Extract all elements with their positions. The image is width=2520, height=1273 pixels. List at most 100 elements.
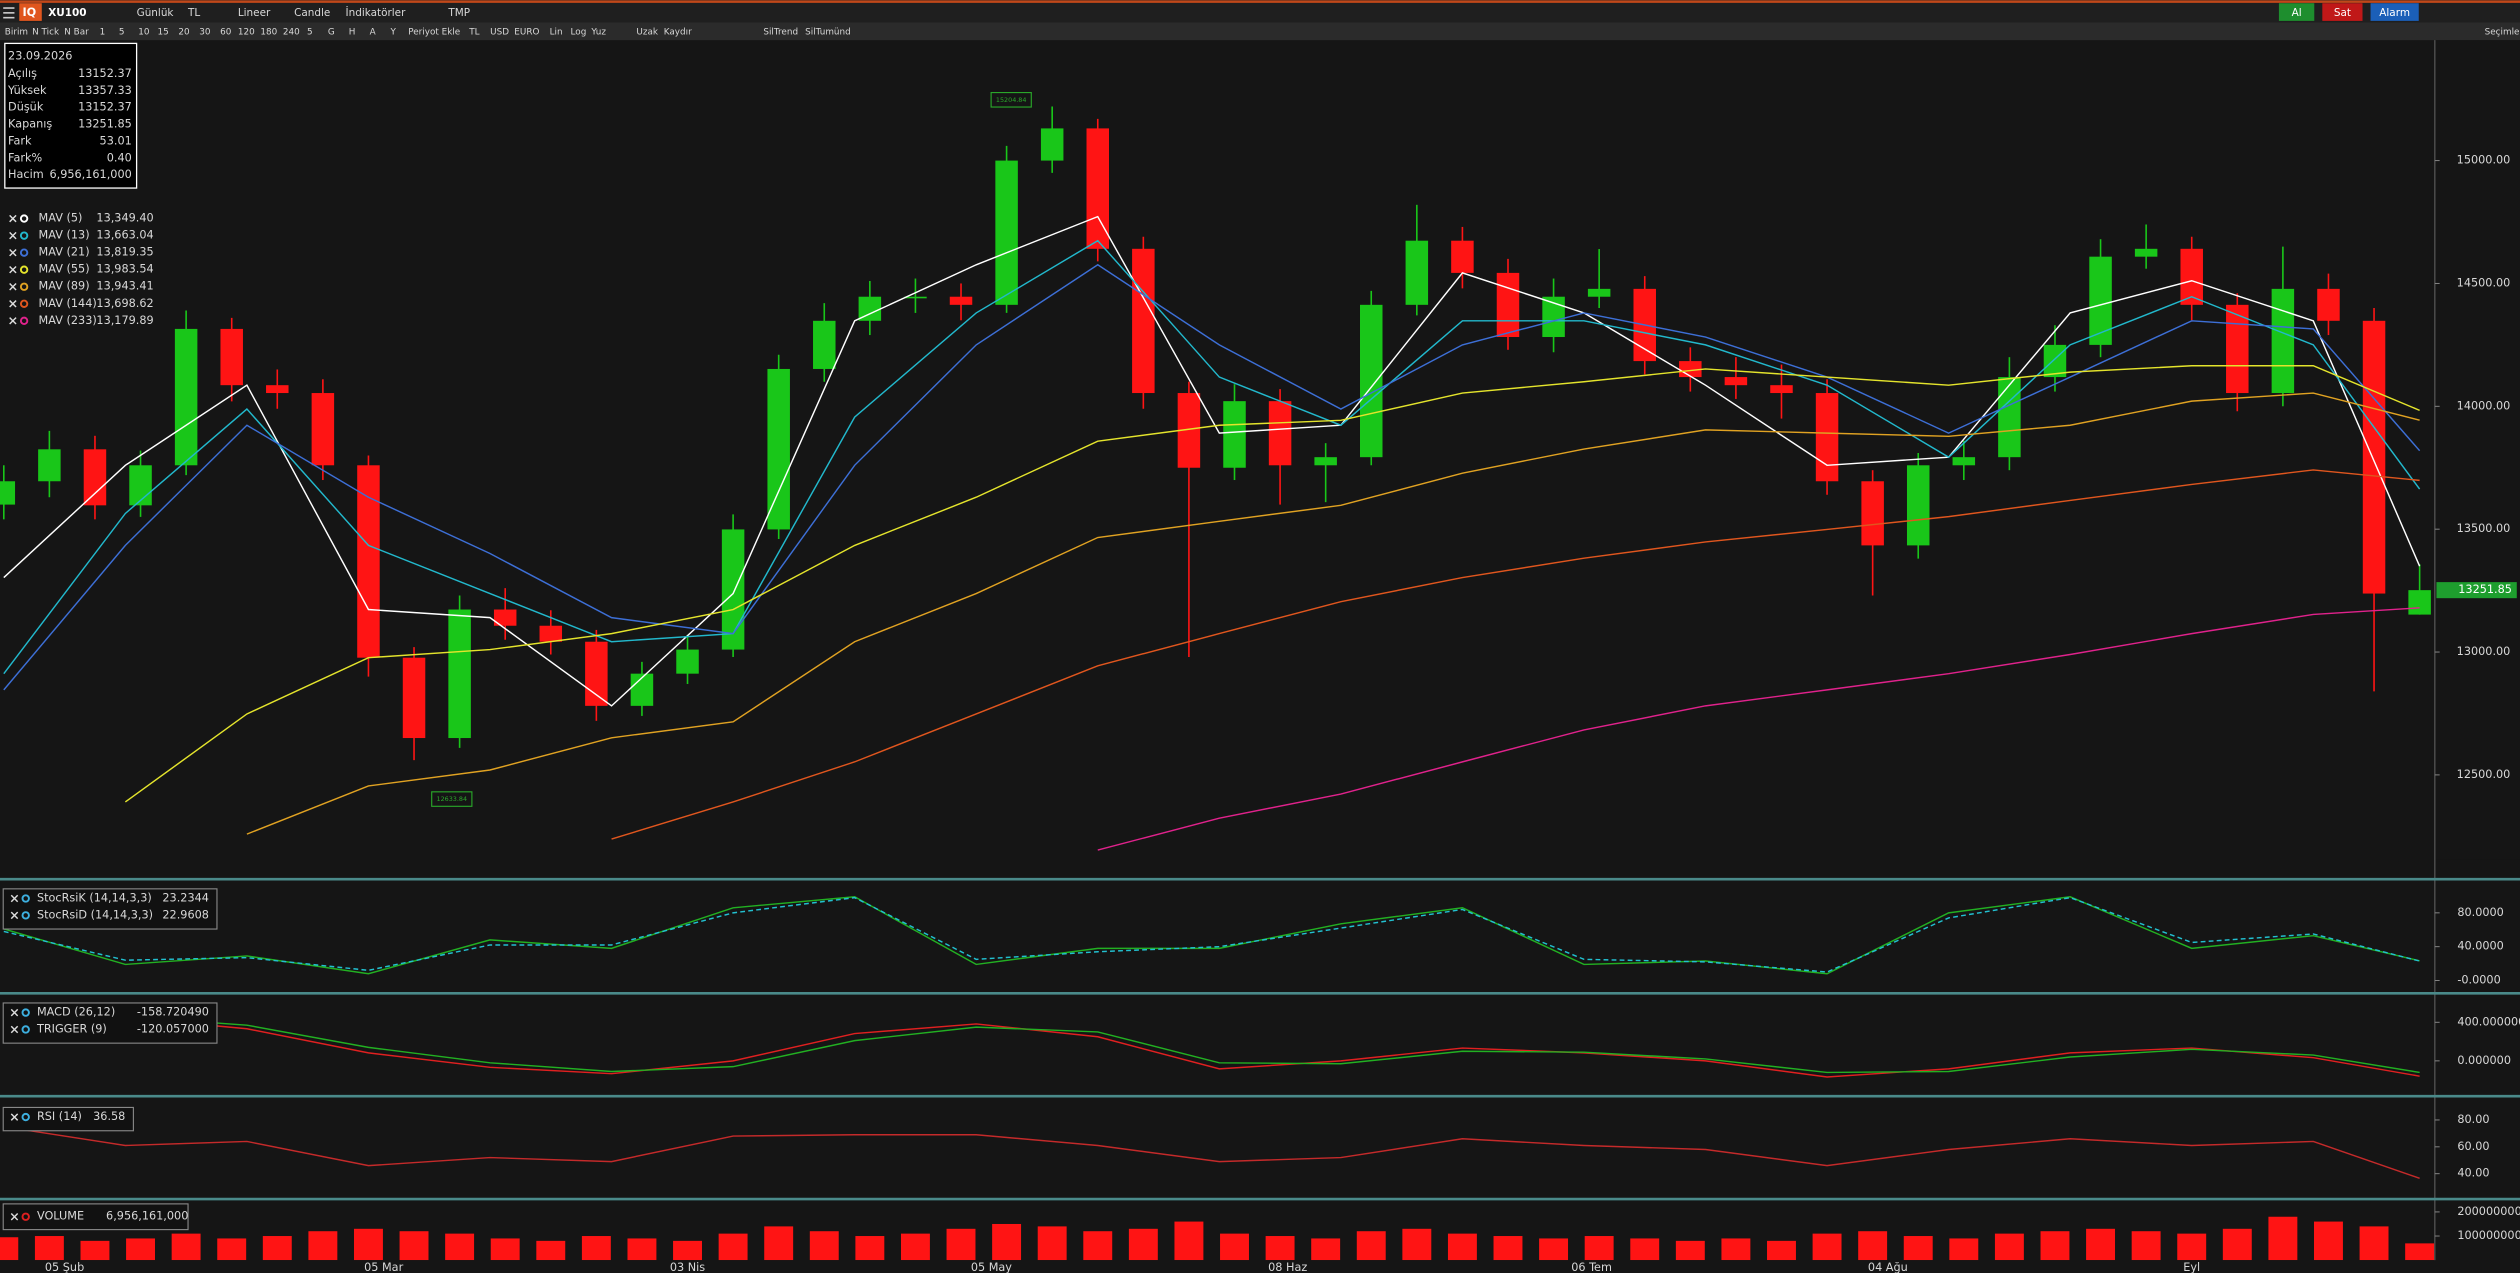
legend-close-icon[interactable] [9,300,17,308]
button-label[interactable]: Alarm [2379,7,2410,19]
last-price-tag [2436,582,2517,599]
info-date: 23.09.2026 [8,49,72,62]
period-item[interactable]: USD [490,28,509,38]
button-label[interactable]: Sat [2334,7,2351,19]
last-price-label: 13251.85 [2458,583,2512,596]
candle-body [1223,401,1246,468]
period-item[interactable]: A [370,28,376,38]
legend-settings-icon[interactable] [21,1008,30,1017]
period-item[interactable]: Uzak [636,28,659,38]
period-item[interactable]: EURO [514,28,539,38]
legend-close-icon[interactable] [9,283,17,291]
candle-body [1998,377,2021,458]
period-item[interactable]: Yuz [590,28,606,38]
info-label: Düşük [8,101,44,114]
period-item[interactable]: G [328,28,335,38]
legend-close-icon[interactable] [10,1008,19,1017]
button[interactable] [2278,3,2315,21]
toolbar-item[interactable]: İndikatörler [346,6,407,19]
button[interactable] [2370,3,2419,21]
ma-line [246,392,2420,835]
period-item[interactable]: TL [468,28,479,38]
legend-name: MAV (5) [39,212,83,225]
candle-body [1542,296,1565,338]
legend-settings-icon[interactable] [21,1025,30,1034]
period-item[interactable]: 30 [199,28,211,38]
legend-close-icon[interactable] [10,1113,19,1121]
period-item[interactable]: N Tick [32,28,60,38]
legend-name: TRIGGER (9) [36,1022,107,1035]
legend-close-icon[interactable] [9,317,17,325]
legend-value: 13,179.89 [96,314,153,327]
corner-label[interactable]: Seçimle [2485,28,2520,38]
period-item[interactable]: 5 [307,28,313,38]
toolbar-item[interactable]: TMP [447,7,470,19]
symbol[interactable]: XU100 [48,7,86,19]
legend-close-icon[interactable] [10,1213,19,1221]
period-item[interactable]: H [349,28,356,38]
legend-close-icon[interactable] [10,911,19,920]
period-item[interactable]: 10 [138,28,150,38]
y-tick-label: 12500.00 [2457,768,2511,781]
period-item[interactable]: Kaydır [664,28,692,38]
legend-close-icon[interactable] [9,231,17,240]
volume-bar [1949,1238,1979,1261]
period-item[interactable]: 180 [260,28,277,38]
volume-bar [2268,1216,2298,1261]
period-item[interactable]: Periyot Ekle [408,28,460,38]
legend-settings-icon[interactable] [21,1212,30,1221]
toolbar-item[interactable]: Candle [294,7,330,19]
volume-bars [0,1216,2435,1261]
legend-settings-icon[interactable] [19,282,29,291]
period-item[interactable]: Birim [5,28,28,38]
period-item[interactable]: N Bar [64,28,89,38]
legend-settings-icon[interactable] [19,248,29,257]
legend-close-icon[interactable] [10,1025,19,1034]
legend-settings-icon[interactable] [19,265,29,274]
legend-settings-icon[interactable] [21,1112,30,1122]
period-item[interactable]: 20 [178,28,190,38]
period-item[interactable]: Log [571,28,587,38]
x-tick-label: 06 Tem [1571,1261,1612,1273]
period-item[interactable]: 60 [220,28,232,38]
menu-icon[interactable] [3,7,15,19]
indicator-lines [3,1011,2420,1078]
candle-body [2271,288,2295,394]
legend-settings-icon[interactable] [21,894,30,903]
legend-settings-icon[interactable] [19,299,29,308]
legend-settings-icon[interactable] [19,231,29,240]
period-item[interactable]: SilTrend [763,28,798,38]
info-label: Fark [8,134,32,147]
indicator-legend-box [2,1106,134,1132]
toolbar-item[interactable]: TL [187,7,200,19]
period-item[interactable]: 240 [283,28,300,38]
button[interactable] [2322,3,2363,21]
period-item[interactable]: 5 [119,28,125,38]
legend-settings-icon[interactable] [21,911,30,920]
period-item[interactable]: 120 [238,28,255,38]
volume-bar [171,1233,201,1261]
legend-settings-icon[interactable] [19,316,29,326]
period-item[interactable]: Y [390,28,397,38]
toolbar-item[interactable]: Günlük [137,7,175,19]
legend-close-icon[interactable] [10,894,19,903]
y-tick-label: -0.0000 [2457,973,2500,986]
indicator-legend-box [2,888,218,930]
period-item[interactable]: Lin [550,28,563,38]
info-label: Açılış [8,67,37,80]
legend-close-icon[interactable] [9,265,17,274]
legend-settings-icon[interactable] [19,214,29,223]
legend-close-icon[interactable] [9,248,17,257]
period-item[interactable]: 1 [100,28,106,38]
toolbar-periods [0,22,2520,41]
toolbar-item[interactable]: Lineer [238,7,271,19]
candle-body [402,657,426,739]
period-item[interactable]: 15 [158,28,169,38]
volume-bar [217,1238,247,1261]
period-item[interactable]: SilTumünd [805,28,851,38]
candle-body [1906,465,1930,546]
button-label[interactable]: Al [2292,7,2302,19]
x-tick-label: 04 Ağu [1868,1261,1908,1273]
legend-close-icon[interactable] [9,214,17,223]
